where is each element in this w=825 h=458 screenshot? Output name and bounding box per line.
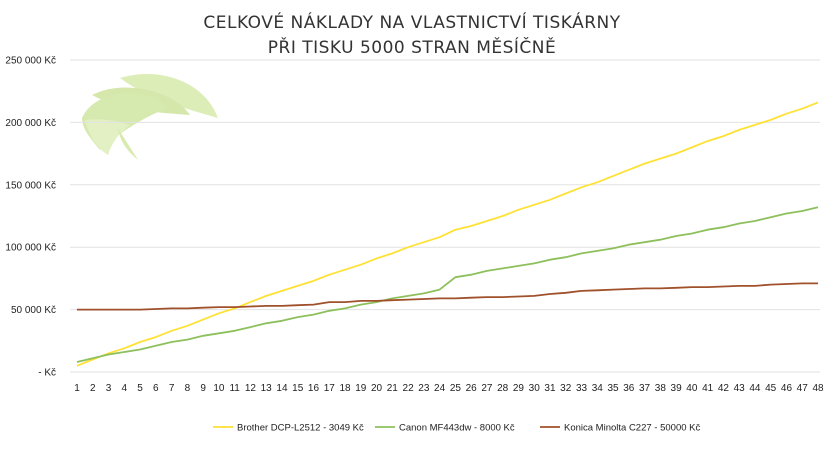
x-tick-label: 40 [686,383,698,394]
x-tick-label: 9 [200,383,206,394]
legend-label-2: Canon MF443dw - 8000 Kč [399,423,515,434]
x-tick-label: 15 [292,383,304,394]
x-tick-label: 41 [702,383,714,394]
legend-label-1: Brother DCP-L2512 - 3049 Kč [237,423,364,434]
x-tick-label: 2 [90,383,96,394]
x-tick-label: 16 [308,383,320,394]
x-tick-label: 4 [122,383,128,394]
y-tick-label: 150 000 Kč [5,180,56,191]
y-tick-label: 250 000 Kč [5,56,56,67]
x-tick-label: 1 [74,383,80,394]
x-tick-label: 30 [529,383,541,394]
x-tick-label: 20 [371,383,383,394]
x-tick-label: 32 [560,383,572,394]
x-tick-label: 7 [169,383,175,394]
y-tick-label: 50 000 Kč [11,305,56,316]
legend-label-3: Konica Minolta C227 - 50000 Kč [564,423,700,434]
series-line-2 [76,206,819,363]
x-tick-label: 31 [544,383,556,394]
x-tick-label: 38 [655,383,667,394]
series-line-1 [76,101,819,367]
x-tick-label: 18 [339,383,351,394]
x-tick-label: 21 [387,383,399,394]
series-lines [76,101,819,367]
x-tick-label: 14 [276,383,288,394]
x-tick-label: 36 [623,383,635,394]
x-tick-label: 33 [576,383,588,394]
x-tick-label: 5 [137,383,143,394]
x-tick-label: 39 [671,383,683,394]
x-tick-label: 43 [734,383,746,394]
x-tick-label: 8 [185,383,191,394]
x-tick-label: 17 [324,383,336,394]
x-tick-label: 27 [481,383,493,394]
x-tick-label: 47 [797,383,809,394]
chart-title-line2: PŘI TISKU 5000 STRAN MĚSÍČNĚ [268,36,556,58]
x-tick-label: 22 [403,383,415,394]
leaf-watermark-icon [82,74,218,160]
x-tick-label: 29 [513,383,525,394]
x-tick-label: 28 [497,383,509,394]
x-axis-tick-labels: 1 2 3 4 5 6 7 8 9 10 11 12 13 14 15 16 17 18 19 20 21 22 23 24 2… [74,383,824,394]
y-axis-tick-labels: - Kč 50 000 Kč 100 000 Kč 150 000 Kč 200 000… [5,56,56,379]
grid-lines [70,59,820,373]
x-tick-label: 24 [434,383,446,394]
x-tick-label: 25 [450,383,462,394]
legend: Brother DCP-L2512 - 3049 Kč Canon MF443dw… [213,423,700,434]
x-tick-label: 46 [781,383,793,394]
x-tick-label: 42 [718,383,730,394]
x-tick-label: 45 [765,383,777,394]
x-tick-label: 44 [749,383,761,394]
x-tick-label: 34 [592,383,604,394]
x-tick-label: 19 [355,383,367,394]
x-tick-label: 3 [106,383,112,394]
x-tick-label: 6 [153,383,159,394]
y-tick-label: - Kč [38,368,56,379]
y-tick-label: 100 000 Kč [5,243,56,254]
x-tick-label: 37 [639,383,651,394]
x-tick-label: 10 [213,383,225,394]
y-tick-label: 200 000 Kč [5,118,56,129]
x-tick-label: 35 [607,383,619,394]
x-tick-label: 12 [245,383,257,394]
x-tick-label: 13 [261,383,273,394]
series-line-3 [77,282,818,311]
x-tick-label: 11 [229,383,240,394]
chart-title-line1: CELKOVÉ NÁKLADY NA VLASTNICTVÍ TISKÁRNY [203,11,620,33]
x-tick-label: 48 [812,383,824,394]
x-tick-label: 26 [466,383,478,394]
x-tick-label: 23 [418,383,430,394]
